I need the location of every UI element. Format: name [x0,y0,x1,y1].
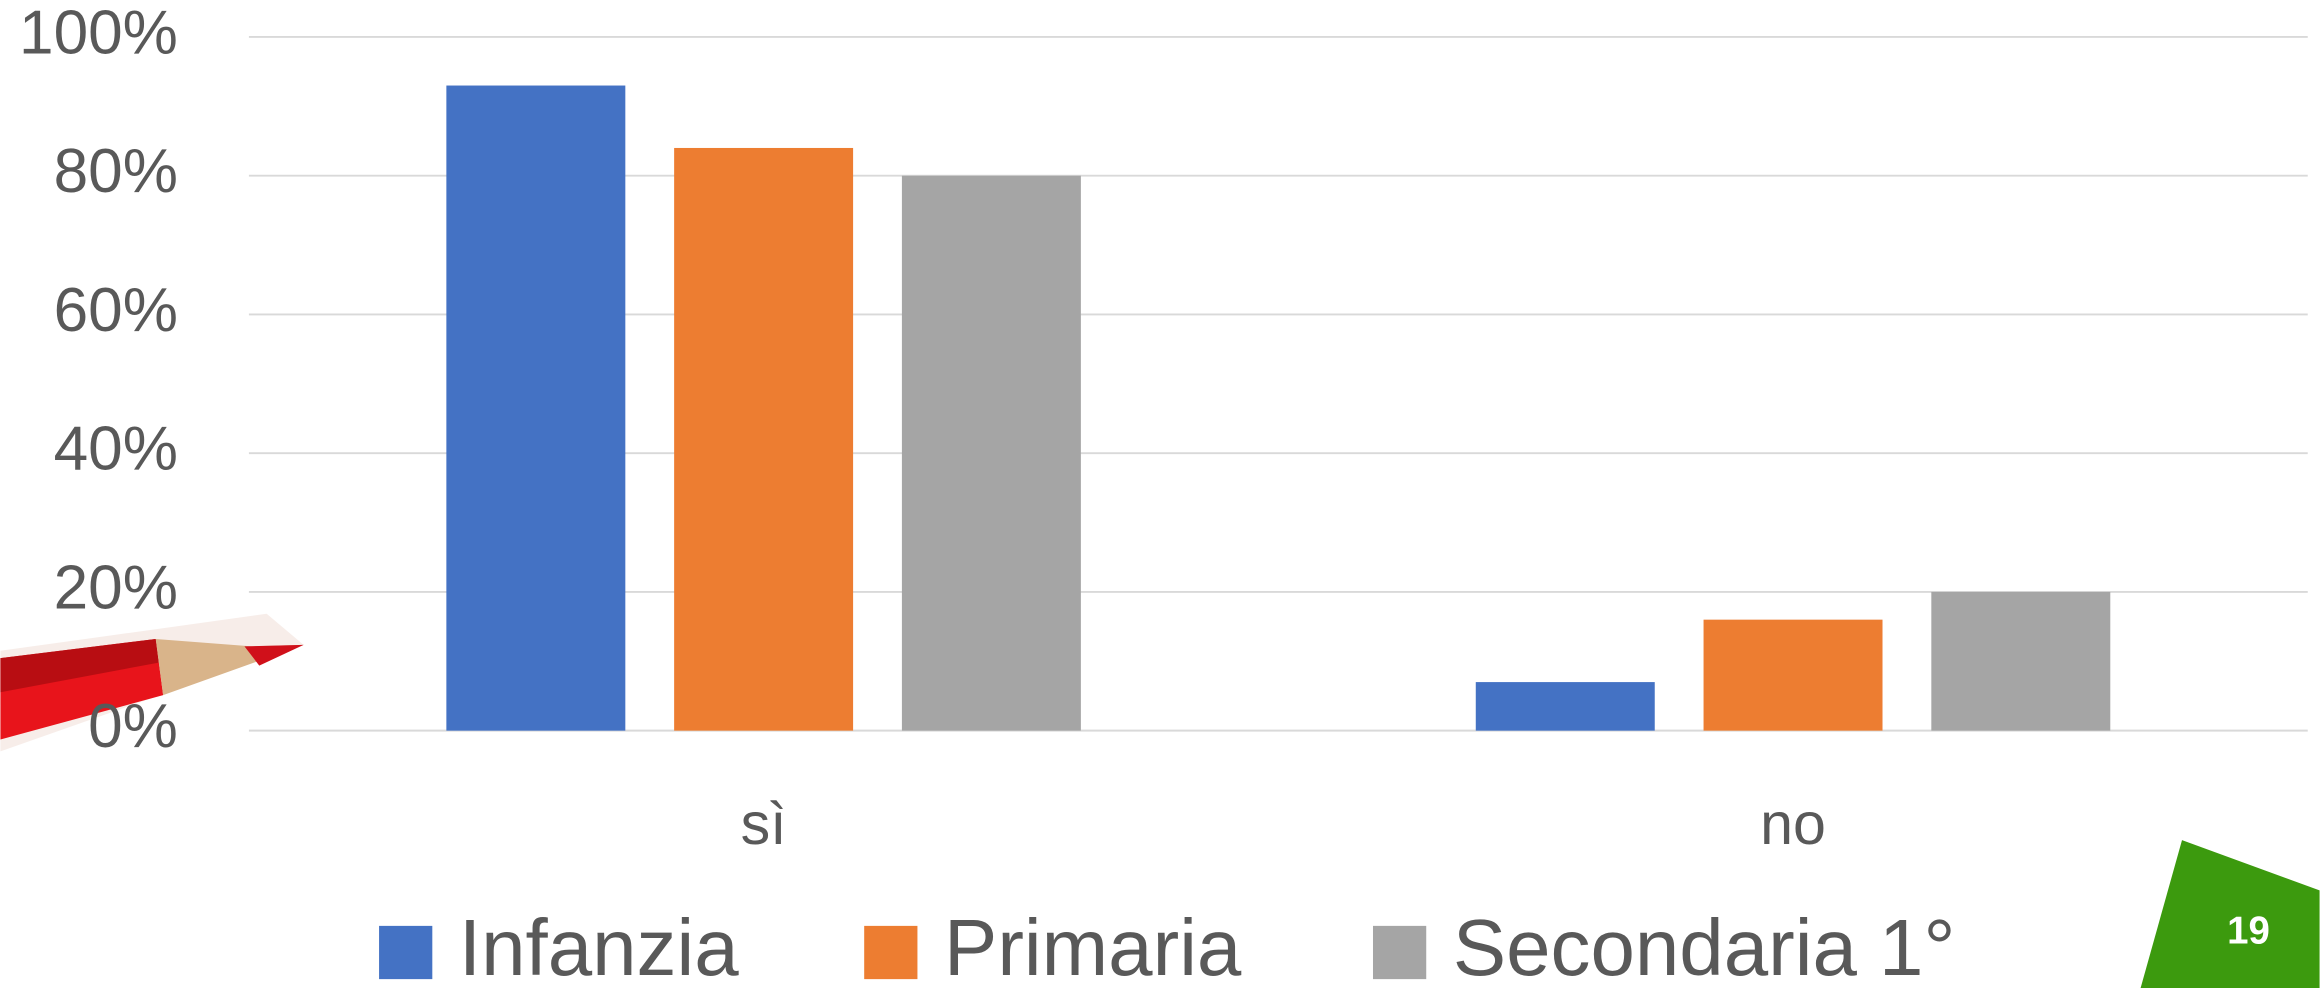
x-tick-label: no [1760,790,1826,857]
page-number: 19 [2227,909,2270,952]
bar [902,176,1081,731]
legend-swatch [379,926,432,979]
y-tick-label: 40% [54,415,178,484]
legend-label: Infanzia [459,903,739,988]
bar [1704,620,1883,731]
bar [1476,682,1655,731]
bar [446,86,625,731]
legend-swatch [864,926,917,979]
bar [674,148,853,731]
y-tick-label: 100% [19,0,178,67]
y-tick-label: 80% [54,137,178,206]
y-tick-label: 20% [54,553,178,622]
page-badge: 19 [2141,840,2320,988]
legend-label: Secondaria 1° [1453,903,1956,988]
legend-swatch [1373,926,1426,979]
y-tick-label: 60% [54,276,178,345]
legend-label: Primaria [944,903,1242,988]
page: {"chart_data": {"type": "bar", "categori… [0,0,2320,988]
y-tick-label: 0% [88,692,178,761]
bar [1931,592,2110,731]
chart: 19 0% 20% 40% 60% 80% 100% sì no Infanzia Primari… [0,0,2320,988]
x-tick-label: sì [741,790,787,857]
